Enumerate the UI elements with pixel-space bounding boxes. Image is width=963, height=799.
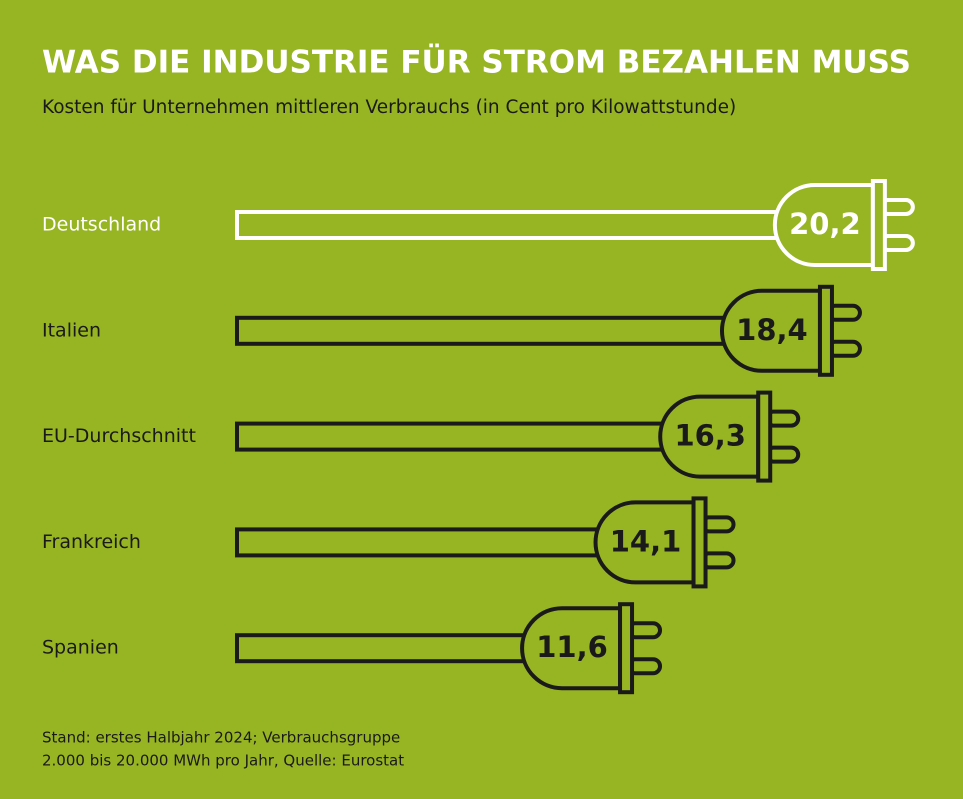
category-label: Italien xyxy=(42,319,101,341)
plug-collar xyxy=(756,390,773,483)
category-label: Spanien xyxy=(42,637,119,659)
plug-collar xyxy=(618,602,635,695)
plug-cord xyxy=(235,527,603,558)
category-label: Deutschland xyxy=(42,214,161,236)
chart-title: WAS DIE INDUSTRIE FÜR STROM BEZAHLEN MUS… xyxy=(42,44,911,81)
value-label: 16,3 xyxy=(674,419,746,453)
note: 2.000 bis 20.000 MWh pro Jahr, Quelle: E… xyxy=(42,752,404,770)
plug-cord xyxy=(235,210,782,240)
category-label: Frankreich xyxy=(42,531,141,553)
category-label: EU-Durchschnitt xyxy=(42,425,196,447)
plug xyxy=(235,284,862,377)
plug-collar xyxy=(817,284,834,377)
plug-collar xyxy=(870,179,887,271)
value-label: 20,2 xyxy=(789,207,861,241)
chart-subtitle: Kosten für Unternehmen mittleren Verbrau… xyxy=(42,97,736,118)
plug xyxy=(235,496,736,589)
value-label: 18,4 xyxy=(736,313,808,347)
value-label: 11,6 xyxy=(536,630,608,664)
plug-head xyxy=(520,606,623,691)
plug-cord xyxy=(235,421,668,452)
note: Stand: erstes Halbjahr 2024; Verbrauchsg… xyxy=(42,729,400,747)
plug-cord xyxy=(235,633,530,664)
plug-head xyxy=(658,394,761,479)
plug-collar xyxy=(691,496,708,589)
value-label: 14,1 xyxy=(610,524,682,558)
plug-head xyxy=(719,288,822,373)
plug-cord xyxy=(235,315,729,346)
plug xyxy=(235,390,801,483)
plug-head xyxy=(593,500,696,585)
plug-head xyxy=(772,183,875,267)
plug xyxy=(235,602,663,695)
plug xyxy=(235,179,915,271)
